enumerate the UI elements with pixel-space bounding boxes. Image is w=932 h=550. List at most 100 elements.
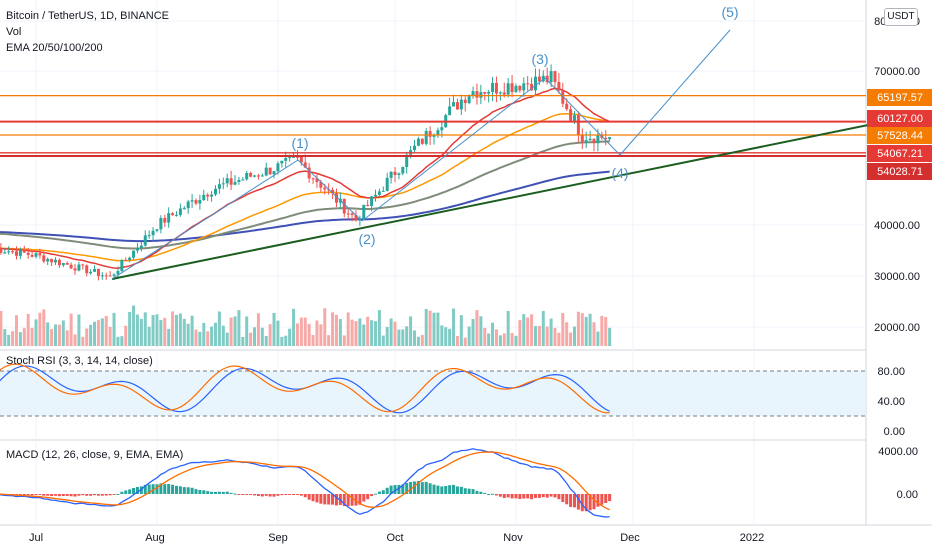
candle-body [245,173,249,180]
macd-histogram-bar [553,494,557,498]
price-level-tag [867,127,932,144]
volume-bar [81,336,85,346]
candle-body [264,167,268,176]
volume-bar [471,318,475,346]
volume-bar [14,315,18,346]
macd-histogram-bar [190,487,194,494]
candle-body [186,201,190,209]
candle-body [237,179,241,182]
candle-body [221,183,225,185]
macd-histogram-bar [334,494,338,506]
macd-histogram-bar [448,485,452,494]
candle-body [26,252,30,255]
volume-bar [178,313,182,346]
price-tick-label: 70000.00 [874,66,920,78]
volume-bar [549,318,553,346]
volume-bar [565,322,569,346]
macd-histogram-bar [85,494,89,496]
volume-bar [420,334,424,346]
candle-body [77,264,81,271]
candle-body [553,71,557,83]
stoch-d-line [0,363,610,414]
volume-bar [237,310,241,346]
macd-histogram-bar [323,494,327,505]
volume-bar [432,312,436,346]
macd-histogram-bar [604,494,608,504]
candle-body [57,259,61,266]
macd-histogram-bar [405,482,409,494]
candle-body [61,262,65,266]
stoch-tick-label: 80.00 [877,366,905,378]
candle-body [491,82,495,92]
volume-bar [30,327,34,346]
macd-histogram-bar [510,494,514,499]
candle-body [459,99,463,110]
volume-bar [295,323,299,346]
macd-histogram-bar [89,494,93,496]
time-tick-label: Jul [29,532,43,544]
volume-bar [69,313,73,346]
volume-bar [588,313,592,346]
candle-body [69,264,73,269]
macd-tick-label: 0.00 [897,489,918,501]
macd-histogram-bar [34,494,38,495]
macd-histogram-bar [186,487,190,494]
candle-body [350,213,354,215]
volume-bar [350,319,354,346]
candle-body [389,171,393,178]
macd-histogram-bar [362,494,366,502]
candle-body [65,262,69,265]
macd-histogram-bar [331,494,335,505]
macd-histogram-bar [541,494,545,498]
volume-bar [272,312,276,346]
macd-histogram-bar [420,482,424,494]
ema-100-line [0,140,610,250]
macd-histogram-bar [217,491,221,494]
macd-histogram-bar [30,494,34,496]
candle-body [346,213,350,215]
volume-bar [50,329,54,346]
macd-histogram-bar [518,494,522,499]
candle-body [584,140,588,142]
volume-bar [331,312,335,346]
volume-bar [104,315,108,346]
candle-body [38,253,42,256]
candle-body [0,248,3,253]
volume-bar [46,322,50,346]
macd-histogram-bar [452,484,456,494]
volume-bar [346,312,350,346]
macd-histogram-bar [600,494,604,505]
candle-body [198,199,202,204]
currency-button[interactable]: USDT [884,8,918,26]
volume-bar [569,332,573,346]
candle-body [506,83,510,95]
time-tick-label: Nov [503,532,523,544]
ema-20-line [0,87,610,270]
price-level-tag-label: 54028.71 [877,166,923,178]
volume-bar [358,318,362,346]
macd-histogram-bar [163,484,167,494]
volume-bar [299,317,303,346]
candle-body [366,204,370,206]
macd-histogram-bar [237,494,241,495]
volume-bar [190,315,194,346]
macd-histogram-bar [307,494,311,500]
volume-bar [26,313,30,346]
volume-bar [475,310,479,346]
candle-body [526,83,530,85]
macd-histogram-bar [159,483,163,494]
macd-histogram-bar [428,483,432,494]
macd-histogram-bar [132,487,136,494]
volume-bar [256,313,260,346]
macd-histogram-bar [108,494,112,496]
volume-bar [303,317,307,346]
trend-line [111,111,932,280]
macd-histogram-bar [354,494,358,506]
volume-bar [221,325,225,346]
candle-body [34,253,38,257]
volume-bar [210,326,214,346]
macd-histogram-bar [455,486,459,494]
candle-body [440,127,444,131]
volume-bar [385,326,389,346]
volume-bar [135,314,139,346]
